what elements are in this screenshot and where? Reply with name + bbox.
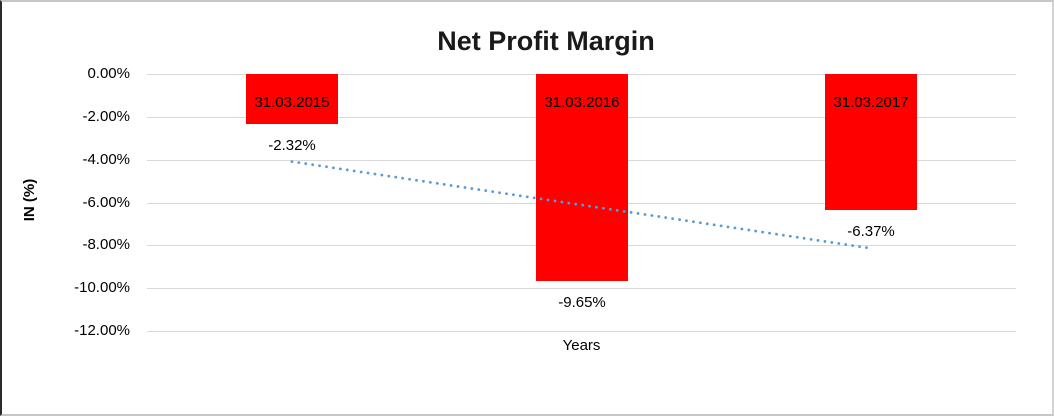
value-label: -6.37% bbox=[847, 223, 895, 240]
category-label: 31.03.2016 bbox=[544, 94, 620, 111]
category-label: 31.03.2015 bbox=[254, 94, 330, 111]
y-tick-label: -6.00% bbox=[82, 194, 130, 211]
grid-line bbox=[147, 288, 1016, 289]
y-tick-label: -8.00% bbox=[82, 236, 130, 253]
y-tick-label: -4.00% bbox=[82, 151, 130, 168]
grid-line bbox=[147, 331, 1016, 332]
value-label: -9.65% bbox=[558, 294, 606, 311]
y-tick-label: -12.00% bbox=[74, 322, 130, 339]
value-label: -2.32% bbox=[268, 137, 316, 154]
category-label: 31.03.2017 bbox=[833, 94, 909, 111]
y-tick-label: 0.00% bbox=[87, 65, 130, 82]
y-tick-label: -2.00% bbox=[82, 108, 130, 125]
x-axis-title: Years bbox=[562, 337, 601, 354]
chart-title: Net Profit Margin bbox=[437, 26, 655, 56]
y-tick-label: -10.00% bbox=[74, 279, 130, 296]
bar-31.03.2015 bbox=[246, 74, 338, 124]
